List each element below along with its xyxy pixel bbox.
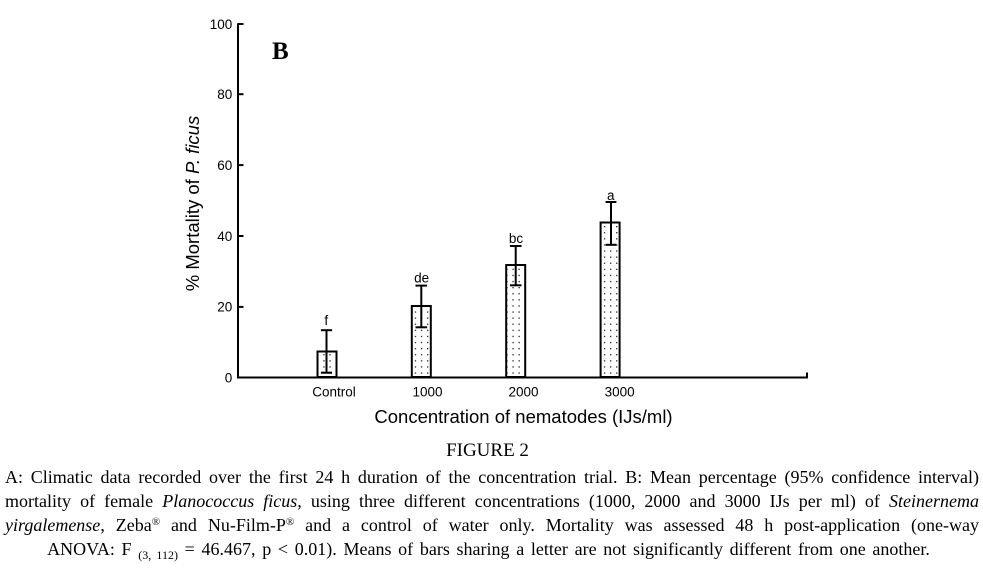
svg-text:de: de — [414, 271, 429, 286]
svg-text:f: f — [324, 313, 328, 328]
svg-text:a: a — [607, 188, 615, 203]
svg-text:80: 80 — [217, 87, 232, 102]
svg-text:Control: Control — [312, 385, 356, 400]
svg-text:3000: 3000 — [605, 385, 635, 400]
svg-text:40: 40 — [217, 229, 232, 244]
svg-text:Concentration of nematodes (IJ: Concentration of nematodes (IJs/ml) — [374, 406, 672, 427]
svg-text:0: 0 — [225, 371, 233, 386]
svg-text:% Mortality of P. ficus: % Mortality of P. ficus — [182, 116, 203, 291]
svg-text:100: 100 — [210, 17, 233, 32]
svg-text:B: B — [272, 38, 289, 65]
svg-text:2000: 2000 — [508, 385, 538, 400]
svg-text:20: 20 — [217, 300, 232, 315]
svg-text:60: 60 — [217, 158, 232, 173]
svg-text:1000: 1000 — [412, 385, 442, 400]
svg-text:bc: bc — [509, 231, 524, 246]
